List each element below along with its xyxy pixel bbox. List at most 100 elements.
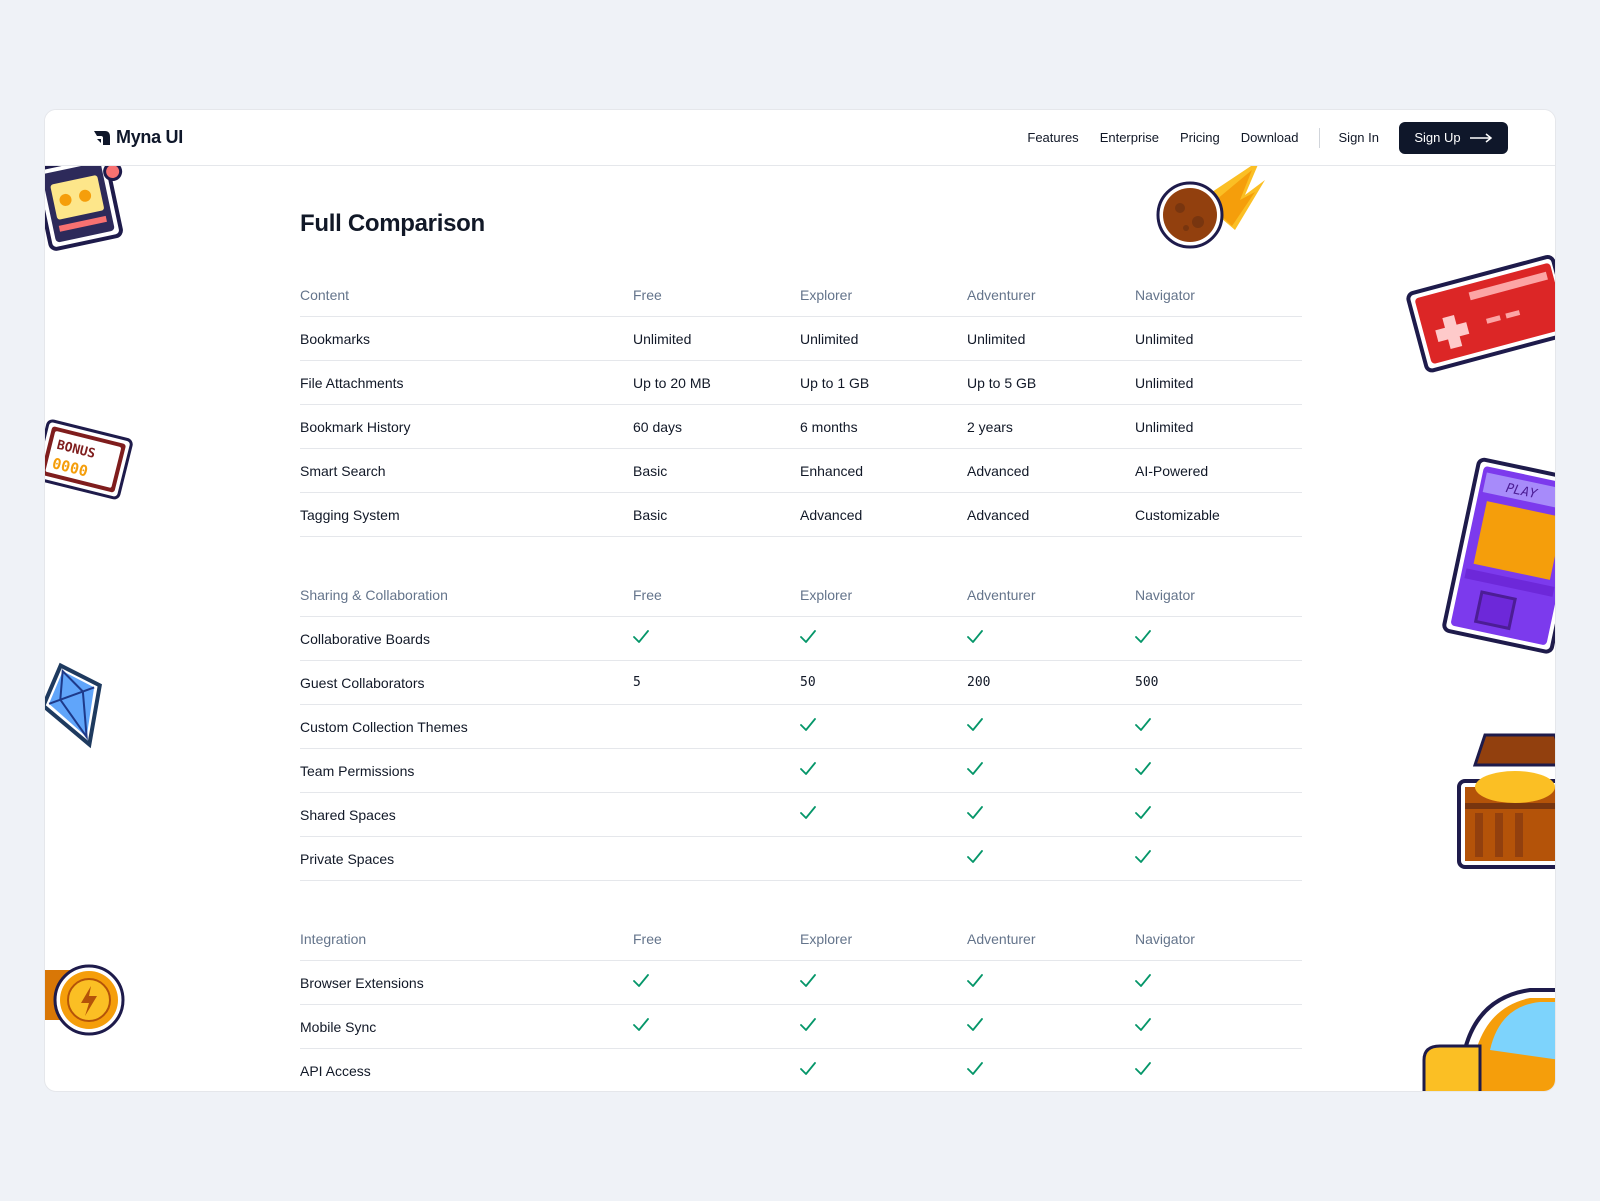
table-row: Browser Extensions <box>300 961 1302 1005</box>
feature-name: Tagging System <box>300 506 400 523</box>
table-row: Tagging System Basic Advanced Advanced Custo… <box>300 493 1302 537</box>
table-row: API Access <box>300 1049 1302 1091</box>
slot-machine-sticker <box>45 153 123 251</box>
feature-included <box>1135 806 1302 823</box>
feature-value: Unlimited <box>1135 418 1194 435</box>
check-icon <box>967 974 983 987</box>
plan-column-header: Adventurer <box>967 286 1036 303</box>
nav-link-features[interactable]: Features <box>1027 130 1079 145</box>
feature-included <box>967 974 1135 991</box>
feature-included <box>967 630 1135 647</box>
plan-column-header: Explorer <box>800 930 853 947</box>
feature-name: Custom Collection Themes <box>300 718 468 735</box>
feature-name: Mobile Sync <box>300 1018 377 1035</box>
feature-value: Up to 20 MB <box>633 374 711 391</box>
comparison-table: Content Free Explorer Adventurer Navigator Bo… <box>300 273 1302 1091</box>
check-icon <box>1135 630 1151 643</box>
check-icon <box>1135 718 1151 731</box>
feature-included <box>967 718 1135 735</box>
table-row: Shared Spaces <box>300 793 1302 837</box>
feature-name: Shared Spaces <box>300 806 396 823</box>
feature-value: Basic <box>633 462 668 479</box>
feature-included <box>800 974 967 991</box>
table-row: Bookmarks Unlimited Unlimited Unlimited Unli… <box>300 317 1302 361</box>
section-header-label: Content <box>300 286 350 303</box>
feature-value: Advanced <box>967 462 1030 479</box>
feature-value: Basic <box>633 506 668 523</box>
check-icon <box>967 850 983 863</box>
feature-included <box>800 630 967 647</box>
table-row: Private Spaces <box>300 837 1302 881</box>
feature-included <box>1135 1062 1302 1079</box>
meteor-sticker <box>1156 160 1265 249</box>
nav-link-download[interactable]: Download <box>1240 130 1299 145</box>
plan-column-header: Free <box>633 930 662 947</box>
feature-value: 200 <box>967 675 991 690</box>
gamepad-sticker <box>1406 255 1555 373</box>
plan-column-header: Navigator <box>1135 586 1195 603</box>
feature-value: 50 <box>800 675 816 690</box>
feature-included <box>1135 974 1302 991</box>
feature-name: Team Permissions <box>300 762 415 779</box>
diamond-sticker <box>45 662 102 749</box>
feature-value: 5 <box>633 675 641 690</box>
feature-included <box>1135 850 1302 867</box>
check-icon <box>800 630 816 643</box>
plan-column-header: Free <box>633 586 662 603</box>
check-icon <box>800 1062 816 1075</box>
brand[interactable]: Myna UI <box>92 127 183 148</box>
feature-name: Private Spaces <box>300 850 395 867</box>
check-icon <box>967 718 983 731</box>
mushroom-sticker <box>1422 988 1555 1091</box>
check-icon <box>967 762 983 775</box>
feature-included <box>967 1018 1135 1035</box>
check-icon <box>967 806 983 819</box>
check-icon <box>1135 1018 1151 1031</box>
feature-name: Collaborative Boards <box>300 630 430 647</box>
logo-icon <box>94 130 110 145</box>
nav-link-pricing[interactable]: Pricing <box>1179 130 1220 145</box>
table-row: File Attachments Up to 20 MB Up to 1 GB Up … <box>300 361 1302 405</box>
check-icon <box>800 974 816 987</box>
feature-value: Up to 5 GB <box>967 374 1037 391</box>
feature-value: Unlimited <box>633 330 692 347</box>
check-icon <box>800 762 816 775</box>
section-integration: Integration Free Explorer Adventurer Navigat… <box>300 917 1302 1091</box>
app-window: Myna UI Features Enterprise Pricing Down… <box>44 109 1556 1092</box>
table-row: Custom Collection Themes <box>300 705 1302 749</box>
table-row: Mobile Sync <box>300 1005 1302 1049</box>
arrow-right-icon <box>1469 132 1492 143</box>
plan-column-header: Navigator <box>1135 930 1195 947</box>
feature-value: 2 years <box>967 418 1013 435</box>
feature-value: Advanced <box>800 506 863 523</box>
feature-value: Unlimited <box>967 330 1026 347</box>
feature-included <box>1135 718 1302 735</box>
feature-name: Browser Extensions <box>300 974 424 991</box>
check-icon <box>800 718 816 731</box>
feature-value: Unlimited <box>800 330 859 347</box>
check-icon <box>633 630 649 643</box>
feature-included <box>1135 630 1302 647</box>
sign-up-button[interactable]: Sign Up <box>1399 121 1508 154</box>
feature-value: Customizable <box>1135 506 1220 523</box>
sign-in-link[interactable]: Sign In <box>1338 130 1379 145</box>
check-icon <box>633 974 649 987</box>
nav-link-enterprise[interactable]: Enterprise <box>1099 130 1159 145</box>
plan-column-header: Explorer <box>800 586 853 603</box>
feature-value: Unlimited <box>1135 330 1194 347</box>
plan-column-header: Free <box>633 286 662 303</box>
table-header-row: Integration Free Explorer Adventurer Navigat… <box>300 917 1302 961</box>
check-icon <box>1135 762 1151 775</box>
feature-included <box>800 762 967 779</box>
feature-included <box>1135 762 1302 779</box>
feature-value: Advanced <box>967 506 1030 523</box>
table-row: Smart Search Basic Enhanced Advanced AI-Powe… <box>300 449 1302 493</box>
feature-included <box>633 974 800 991</box>
feature-name: Guest Collaborators <box>300 674 425 691</box>
page-title: Full Comparison <box>300 210 485 237</box>
feature-included <box>967 806 1135 823</box>
section-content: Content Free Explorer Adventurer Navigator Bo… <box>300 273 1302 537</box>
section-sharing-collaboration: Sharing & Collaboration Free Explorer Adven… <box>300 573 1302 881</box>
feature-included <box>800 1062 967 1079</box>
feature-included <box>967 850 1135 867</box>
